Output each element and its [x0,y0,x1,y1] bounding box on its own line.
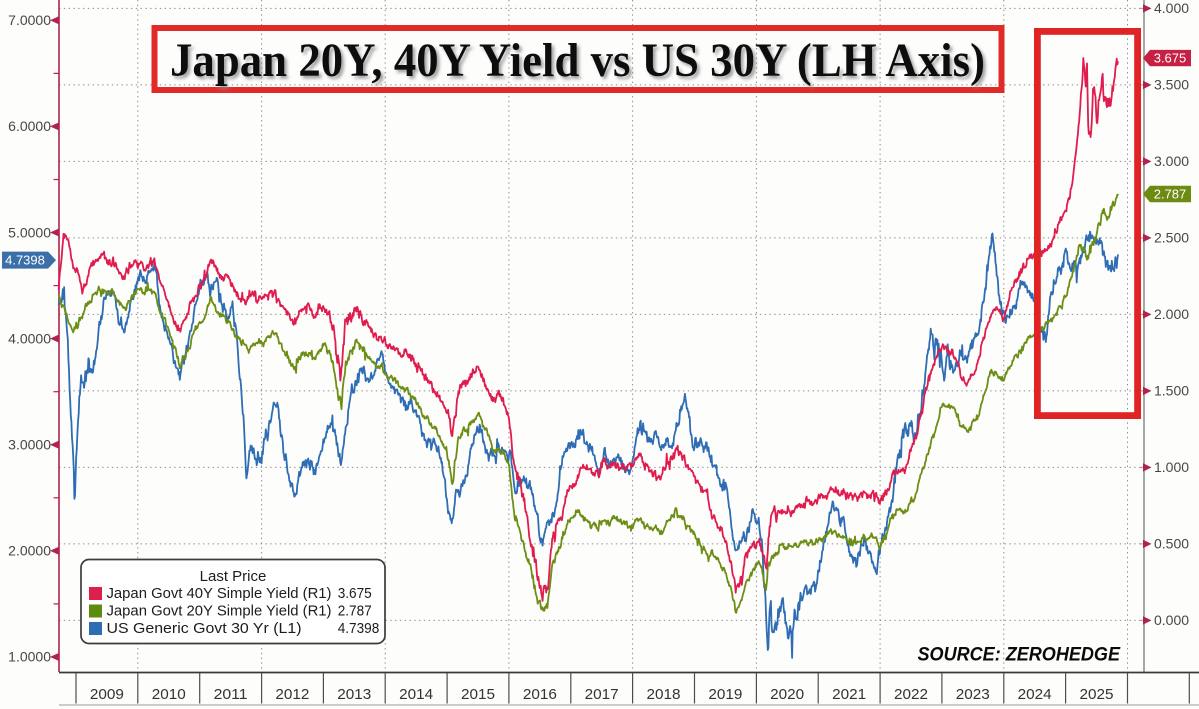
svg-text:4.7398: 4.7398 [338,620,380,637]
svg-text:2025: 2025 [1080,686,1114,703]
svg-text:2.787: 2.787 [1154,187,1187,202]
svg-text:US Generic Govt 30 Yr (L1): US Generic Govt 30 Yr (L1) [107,620,302,637]
svg-text:2023: 2023 [956,686,990,703]
svg-text:2021: 2021 [832,686,866,703]
svg-text:4.7398: 4.7398 [5,253,45,268]
svg-text:2016: 2016 [523,686,557,703]
svg-text:1.000: 1.000 [1154,459,1189,475]
svg-text:3.675: 3.675 [338,585,372,602]
svg-text:Japan 20Y, 40Y Yield vs US 30Y: Japan 20Y, 40Y Yield vs US 30Y (LH Axis) [170,34,985,87]
svg-text:2.000: 2.000 [1154,306,1189,322]
svg-text:Japan Govt 40Y Simple Yield (: Japan Govt 40Y Simple Yield (R1) [107,585,332,602]
svg-text:2014: 2014 [399,686,433,703]
svg-text:7.0000: 7.0000 [8,12,51,28]
svg-text:2010: 2010 [152,686,186,703]
svg-text:2012: 2012 [275,686,309,703]
svg-text:2015: 2015 [461,686,495,703]
svg-text:3.500: 3.500 [1154,77,1189,93]
svg-text:2024: 2024 [1018,686,1052,703]
svg-text:3.000: 3.000 [1154,153,1189,169]
svg-text:4.0000: 4.0000 [8,330,51,346]
svg-text:2.0000: 2.0000 [8,543,51,559]
svg-text:1.0000: 1.0000 [8,649,51,665]
svg-text:0.000: 0.000 [1154,612,1189,628]
svg-text:SOURCE: ZEROHEDGE: SOURCE: ZEROHEDGE [918,645,1122,666]
svg-text:2.787: 2.787 [338,602,372,619]
svg-text:3.0000: 3.0000 [8,437,51,453]
svg-text:4.000: 4.000 [1154,0,1189,16]
svg-text:2020: 2020 [770,686,804,703]
svg-text:2.500: 2.500 [1154,230,1189,246]
svg-text:2017: 2017 [585,686,619,703]
svg-text:2011: 2011 [214,686,248,703]
svg-text:2013: 2013 [337,686,371,703]
svg-text:6.0000: 6.0000 [8,118,51,134]
svg-text:2009: 2009 [90,686,124,703]
svg-text:0.500: 0.500 [1154,536,1189,552]
svg-text:5.0000: 5.0000 [8,224,51,240]
svg-text:Japan Govt 20Y Simple Yield (: Japan Govt 20Y Simple Yield (R1) [107,602,332,619]
svg-text:1.500: 1.500 [1154,383,1189,399]
svg-text:2018: 2018 [647,686,681,703]
svg-text:Last Price: Last Price [200,568,267,585]
svg-text:2019: 2019 [708,686,742,703]
svg-text:3.675: 3.675 [1154,51,1187,66]
svg-text:2022: 2022 [894,686,928,703]
